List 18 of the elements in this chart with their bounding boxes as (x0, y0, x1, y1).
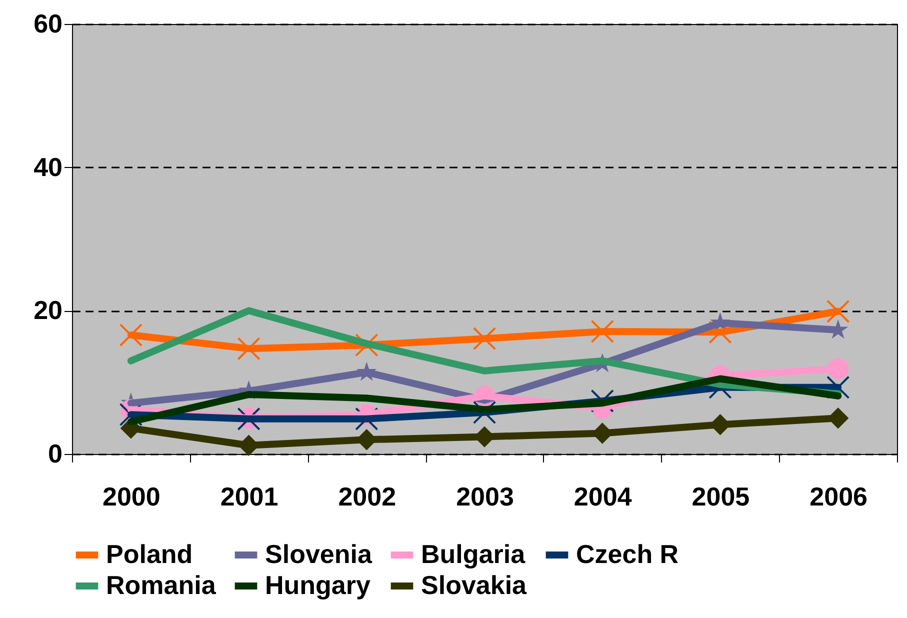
y-tick-label: 0 (48, 438, 62, 468)
y-tick-label: 60 (34, 8, 62, 38)
x-tick-label: 2002 (338, 482, 396, 512)
x-tick-label: 2000 (102, 482, 160, 512)
y-tick-label: 40 (34, 152, 62, 182)
legend-label: Bulgaria (421, 539, 526, 569)
legend-label: Hungary (265, 570, 371, 600)
legend-label: Romania (106, 570, 216, 600)
legend-label: Czech R (576, 539, 679, 569)
x-tick-label: 2006 (810, 482, 868, 512)
x-tick-label: 2004 (574, 482, 632, 512)
x-tick-label: 2005 (692, 482, 750, 512)
y-tick-label: 20 (34, 295, 62, 326)
legend-label: Slovakia (421, 570, 528, 600)
x-tick-label: 2001 (220, 482, 278, 512)
legend-label: Slovenia (265, 539, 372, 569)
legend-label: Poland (106, 539, 193, 569)
x-tick-label: 2003 (456, 482, 514, 512)
